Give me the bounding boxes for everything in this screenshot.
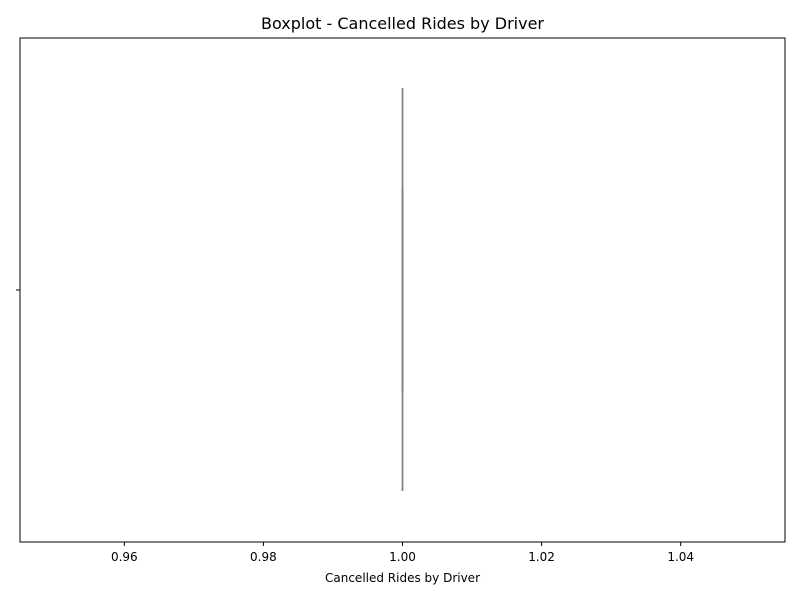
x-tick-label: 1.02 — [528, 550, 555, 564]
x-tick-label: 1.00 — [389, 550, 416, 564]
x-tick-label: 0.96 — [111, 550, 138, 564]
x-tick-label: 1.04 — [667, 550, 694, 564]
x-axis-title: Cancelled Rides by Driver — [325, 571, 480, 585]
x-tick-label: 0.98 — [250, 550, 277, 564]
x-axis-ticks: 0.96 0.98 1.00 1.02 1.04 — [111, 542, 694, 564]
chart-title: Boxplot - Cancelled Rides by Driver — [261, 14, 544, 33]
